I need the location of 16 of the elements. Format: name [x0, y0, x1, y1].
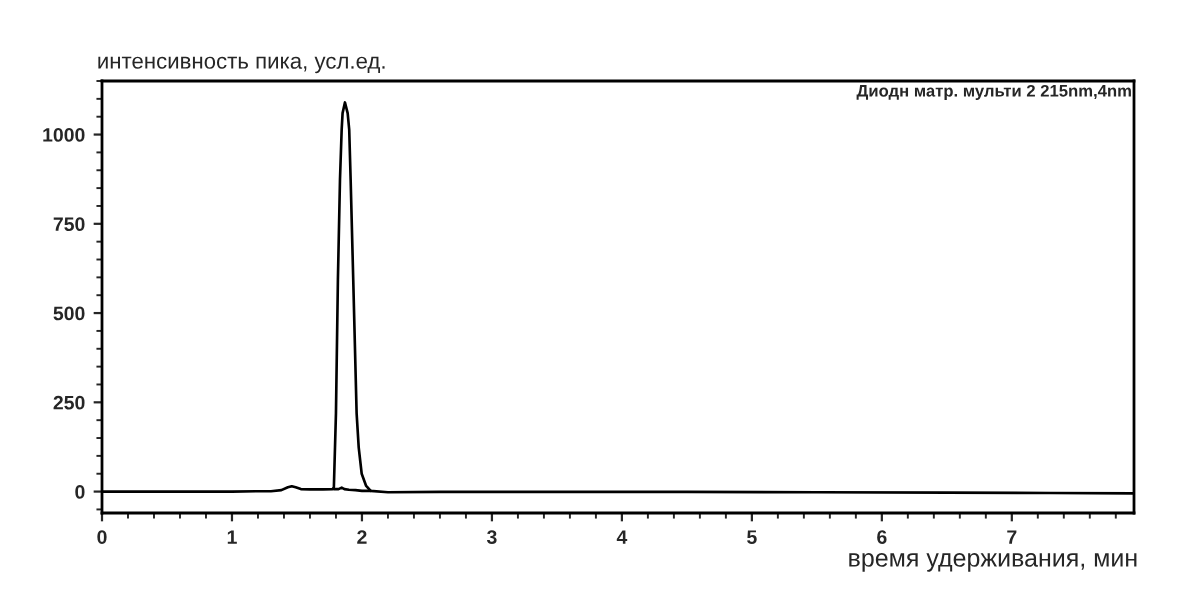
- annotation: Диодн матр. мульти 2 215nm,4nm: [856, 84, 1131, 100]
- x-tick-label: 4: [616, 530, 628, 544]
- x-tick-label: 5: [747, 530, 757, 544]
- y-tick-label: 750: [53, 217, 85, 232]
- x-tick-label: 3: [486, 530, 497, 544]
- x-tick-label: 7: [1007, 530, 1017, 544]
- x-tick-label: 0: [97, 530, 107, 544]
- y-tick-label: 0: [75, 485, 85, 499]
- y-tick-label: 250: [53, 395, 85, 410]
- y-axis-title: интенсивность пика, усл.ед.: [98, 56, 385, 74]
- y-tick-label: 500: [53, 306, 85, 321]
- x-tick-label: 6: [877, 530, 887, 544]
- y-tick-label: 1000: [43, 128, 85, 142]
- x-axis-title: время удерживания, мин: [849, 553, 1137, 572]
- x-tick-label: 2: [357, 530, 367, 544]
- x-tick-label: 1: [227, 530, 237, 544]
